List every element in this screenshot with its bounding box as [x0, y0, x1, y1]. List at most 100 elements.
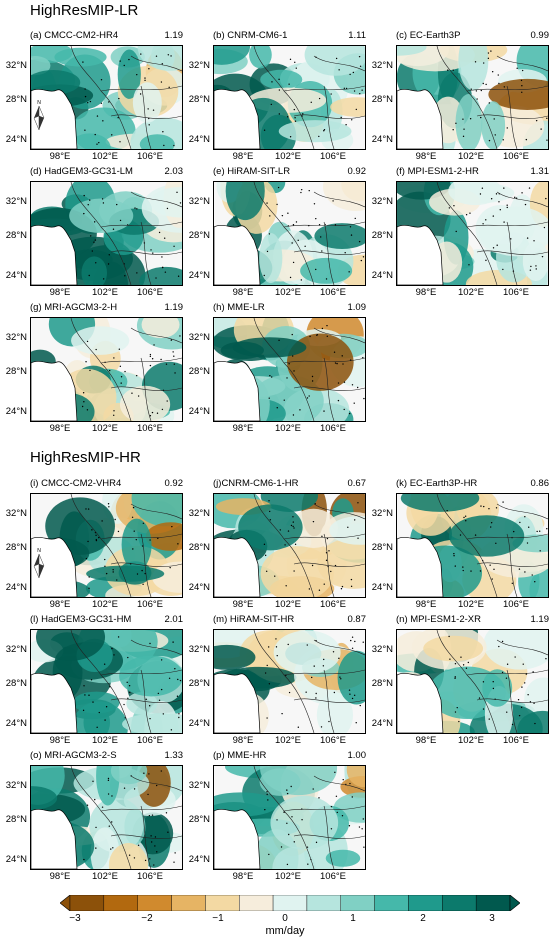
significance-dot	[268, 233, 271, 235]
panel-value: 2.01	[164, 614, 184, 625]
significance-dot	[341, 585, 344, 588]
lon-tick-label: 102°E	[458, 599, 484, 610]
significance-dot	[354, 217, 356, 220]
boundary-line	[100, 669, 182, 676]
significance-dot	[95, 534, 97, 536]
significance-dot	[350, 639, 352, 642]
significance-dot	[283, 811, 285, 814]
significance-dot	[287, 212, 289, 214]
map-panel: (f) MPI-ESM1-2-HR 1.31 32°N 28°N 24°N 98°E 102…	[372, 166, 549, 298]
significance-dot	[286, 789, 288, 791]
boundary-line	[466, 85, 548, 92]
significance-dot	[318, 797, 320, 799]
significance-dot	[118, 97, 120, 100]
significance-dot	[291, 242, 293, 244]
significance-dot	[293, 570, 295, 572]
significance-dot	[490, 50, 492, 52]
significance-dot	[306, 644, 308, 646]
significance-dot	[341, 815, 344, 817]
boundary-line	[283, 669, 365, 676]
significance-dot	[137, 844, 140, 846]
significance-dot	[291, 355, 294, 357]
significance-dot	[519, 521, 521, 524]
lat-tick-label: 32°N	[188, 60, 210, 71]
map-plot	[213, 765, 366, 870]
significance-dot	[503, 221, 505, 223]
significance-dot	[177, 275, 180, 277]
field-blob	[68, 133, 111, 149]
significance-dot	[344, 252, 346, 254]
significance-dot	[150, 841, 153, 843]
significance-dot	[144, 859, 147, 862]
significance-dot	[119, 219, 122, 222]
significance-dot	[511, 582, 514, 584]
significance-dot	[278, 113, 281, 115]
significance-dot	[285, 585, 287, 587]
significance-dot	[521, 192, 523, 194]
significance-dot	[314, 503, 316, 505]
significance-dot	[167, 54, 170, 56]
boundary-line	[110, 386, 182, 391]
significance-dot	[160, 688, 163, 691]
significance-dot	[453, 205, 455, 207]
significance-dot	[116, 579, 118, 581]
significance-dot	[454, 677, 456, 679]
significance-dot	[102, 202, 105, 204]
significance-dot	[266, 202, 268, 204]
boundary-line	[100, 221, 182, 228]
significance-dot	[154, 845, 156, 847]
significance-dot	[497, 74, 499, 76]
lat-tick-label: 32°N	[5, 60, 27, 71]
significance-dot	[343, 408, 345, 411]
map-panel: (b) CNRM-CM6-1 1.11 32°N 28°N 24°N 98°E 102°E 1…	[189, 30, 366, 162]
colorbar-tick-label: −3	[69, 913, 81, 924]
significance-dot	[264, 554, 267, 557]
boundary-line	[140, 221, 152, 285]
significance-dot	[315, 268, 317, 271]
lat-tick-label: 32°N	[371, 508, 393, 519]
significance-dot	[288, 691, 291, 694]
significance-dot	[266, 793, 268, 796]
significance-dot	[173, 144, 175, 147]
boundary-line	[100, 533, 182, 540]
significance-dot	[546, 528, 548, 530]
field-blob	[316, 692, 354, 733]
lon-tick-label: 106°E	[503, 735, 529, 746]
significance-dot	[308, 189, 310, 192]
significance-dot	[281, 214, 284, 217]
significance-dot	[113, 414, 115, 417]
field-blob	[270, 795, 339, 850]
field-blob	[152, 561, 182, 593]
significance-dot	[361, 828, 363, 830]
significance-dot	[263, 129, 266, 131]
significance-dot	[264, 808, 266, 811]
significance-dot	[292, 516, 294, 518]
significance-dot	[498, 645, 500, 648]
significance-dot	[514, 196, 516, 199]
lat-tick-label: 24°N	[5, 854, 27, 865]
lat-tick-label: 28°N	[5, 814, 27, 825]
significance-dot	[345, 123, 347, 126]
significance-dot	[362, 356, 364, 359]
colorbar-arrow-right	[509, 895, 520, 911]
significance-dot	[112, 228, 115, 230]
significance-dot	[114, 518, 116, 521]
significance-dot	[150, 835, 152, 837]
significance-dot	[315, 217, 317, 220]
significance-dot	[464, 515, 467, 517]
lat-tick-label: 28°N	[371, 542, 393, 553]
map-plot	[30, 181, 183, 286]
significance-dot	[527, 693, 529, 696]
significance-dot	[83, 858, 85, 861]
field-blob	[108, 843, 149, 869]
panel-title: (k) EC-Earth3P-HR	[396, 478, 478, 489]
significance-dot	[155, 55, 158, 57]
significance-dot	[501, 671, 504, 674]
significance-dot	[301, 819, 303, 821]
significance-dot	[81, 405, 84, 408]
significance-dot	[454, 663, 457, 665]
significance-dot	[492, 247, 495, 249]
significance-dot	[323, 130, 325, 132]
significance-dot	[104, 565, 106, 568]
significance-dot	[462, 569, 464, 572]
